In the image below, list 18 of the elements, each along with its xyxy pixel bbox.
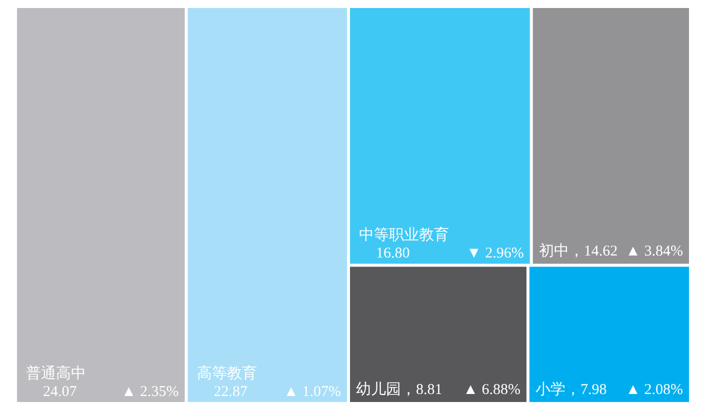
category-label: 中等职业教育 (358, 226, 449, 244)
category-label: 小学 (535, 381, 566, 398)
data-label: ，8.81 (400, 382, 442, 398)
category-label: 初中 (538, 242, 569, 260)
cell: 高等教育 22.87 ▲ 1.07% (188, 8, 347, 402)
data-label: ，7.98 (565, 382, 607, 398)
cell: 普通高中 24.07 ▲ 2.35% (17, 8, 185, 402)
data-label: 22.87 (214, 384, 248, 400)
data-label: 24.07 (43, 384, 78, 400)
cell: 初中，14.62 ▲ 3.84% (532, 8, 689, 264)
cell: 幼儿园，8.81 ▲ 6.88% (350, 266, 526, 402)
category-label: 幼儿园 (356, 381, 401, 398)
category-label: 普通高中 (26, 365, 86, 382)
data-label: 16.80 (376, 246, 410, 262)
cell: 中等职业教育 16.80 ▼ 2.96% (350, 8, 530, 264)
data-label: ，14.62 (568, 244, 618, 260)
category-label: 高等教育 (196, 365, 257, 382)
cell: 小学，7.98 ▲ 2.08% (529, 266, 689, 402)
